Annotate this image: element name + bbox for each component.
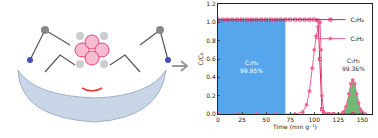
svg-text:0.4: 0.4: [206, 73, 216, 80]
svg-text:1.0: 1.0: [206, 18, 216, 25]
svg-text:0.8: 0.8: [206, 37, 216, 44]
svg-text:1.2: 1.2: [206, 0, 216, 7]
svg-text:0.2: 0.2: [206, 92, 216, 99]
svg-text:150: 150: [357, 116, 369, 123]
svg-text:50: 50: [262, 116, 270, 123]
svg-text:75: 75: [286, 116, 294, 123]
svg-text:25: 25: [238, 116, 246, 123]
svg-text:100: 100: [309, 116, 321, 123]
svg-text:C₂H₂99.36%: C₂H₂99.36%: [342, 57, 365, 72]
svg-text:C₂H₂: C₂H₂: [350, 35, 364, 42]
svg-text:Time (min g⁻¹): Time (min g⁻¹): [272, 123, 317, 131]
svg-text:0: 0: [216, 116, 220, 123]
svg-text:C₂H₄99.95%: C₂H₄99.95%: [240, 59, 263, 74]
svg-text:C₂H₄: C₂H₄: [350, 16, 364, 23]
svg-text:C/C₀: C/C₀: [197, 52, 204, 65]
svg-text:0.6: 0.6: [206, 55, 216, 62]
svg-text:0.0: 0.0: [206, 110, 216, 117]
svg-text:125: 125: [333, 116, 345, 123]
